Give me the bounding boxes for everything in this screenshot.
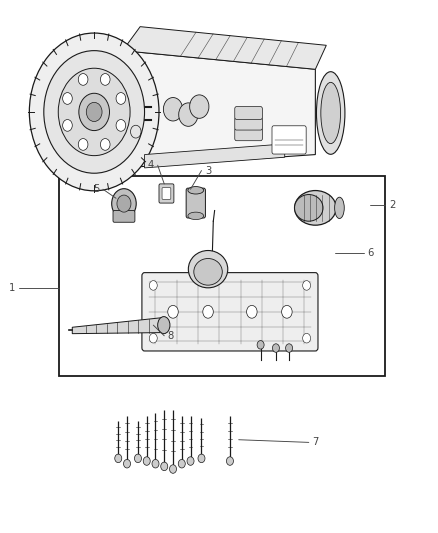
Circle shape [282,305,292,318]
Circle shape [44,51,145,173]
FancyBboxPatch shape [272,126,306,154]
Circle shape [112,189,136,219]
Circle shape [78,74,88,85]
Circle shape [100,74,110,85]
Bar [59,176,385,376]
Circle shape [247,305,257,318]
Circle shape [58,68,130,156]
Circle shape [115,454,122,463]
FancyBboxPatch shape [186,188,205,218]
Circle shape [303,280,311,290]
Circle shape [78,139,88,150]
Circle shape [117,195,131,212]
Circle shape [116,119,126,131]
Circle shape [226,457,233,465]
Circle shape [124,459,131,468]
Ellipse shape [294,195,323,221]
Circle shape [179,103,198,126]
FancyBboxPatch shape [162,188,171,199]
Ellipse shape [321,82,341,143]
FancyBboxPatch shape [235,107,262,119]
Text: 5: 5 [93,184,99,194]
Polygon shape [145,144,285,168]
Circle shape [79,93,110,131]
Circle shape [134,454,141,463]
FancyBboxPatch shape [142,273,318,351]
Circle shape [190,95,209,118]
Circle shape [161,462,168,471]
Polygon shape [123,51,315,168]
Circle shape [203,305,213,318]
Ellipse shape [188,187,204,194]
Text: 4: 4 [148,160,154,170]
Circle shape [163,98,183,121]
Text: 1: 1 [9,283,15,293]
Circle shape [272,344,279,352]
Circle shape [257,341,264,349]
Ellipse shape [188,212,204,220]
Circle shape [100,139,110,150]
Ellipse shape [335,197,344,219]
Circle shape [63,93,72,104]
Circle shape [63,119,72,131]
Circle shape [303,334,311,343]
Circle shape [86,102,102,122]
Text: 8: 8 [168,331,174,341]
Polygon shape [72,318,162,334]
Ellipse shape [316,71,345,155]
Circle shape [187,457,194,465]
Text: 3: 3 [205,166,211,175]
FancyBboxPatch shape [235,128,262,141]
Circle shape [116,93,126,104]
Circle shape [149,334,157,343]
Circle shape [198,454,205,463]
Ellipse shape [294,191,336,225]
Ellipse shape [158,317,170,334]
FancyBboxPatch shape [159,184,174,203]
FancyBboxPatch shape [235,117,262,130]
Ellipse shape [188,251,228,288]
Circle shape [286,344,293,352]
Polygon shape [123,27,326,69]
Text: 2: 2 [389,200,395,210]
Circle shape [152,459,159,468]
FancyBboxPatch shape [113,211,135,222]
Circle shape [143,457,150,465]
Text: 6: 6 [367,248,373,258]
Circle shape [168,305,178,318]
Circle shape [170,465,177,473]
Circle shape [178,459,185,468]
Ellipse shape [194,259,222,285]
Circle shape [29,33,159,191]
Text: 7: 7 [312,438,318,447]
Circle shape [149,280,157,290]
